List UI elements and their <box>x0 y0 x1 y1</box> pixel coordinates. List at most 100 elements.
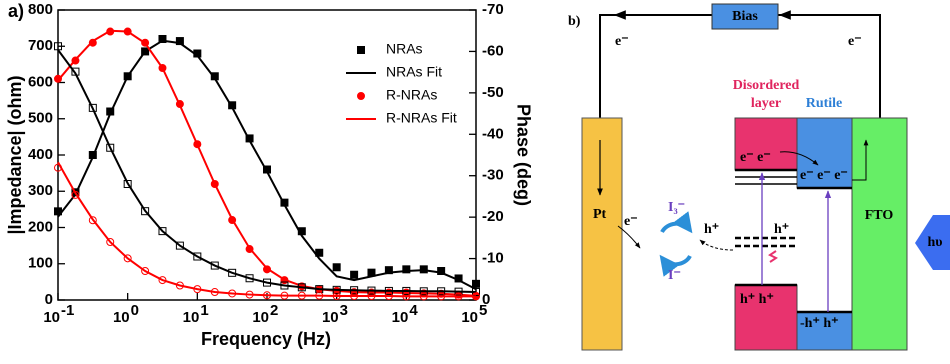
data-point <box>158 35 167 43</box>
data-point <box>402 265 411 274</box>
x-tick-power: -1 <box>61 302 74 319</box>
x-tick-label: 10 <box>461 309 478 326</box>
y-tick-label: 100 <box>28 255 53 272</box>
y2-tick-label: -20 <box>482 208 504 225</box>
y2-tick-label: -70 <box>482 1 504 18</box>
fit-line <box>57 49 477 294</box>
fto-electrode <box>851 117 908 351</box>
arrow <box>699 239 734 251</box>
electron-label: e⁻ <box>624 214 638 229</box>
y-tick-label: 700 <box>28 37 53 54</box>
y2-tick-label: -40 <box>482 125 504 142</box>
layer-label: layer <box>751 96 781 111</box>
data-point <box>472 279 480 288</box>
x-tick-label: 10 <box>392 309 409 326</box>
data-point <box>193 252 202 261</box>
arrow <box>779 151 819 166</box>
data-point <box>106 238 115 246</box>
y-tick-label: 400 <box>28 146 53 163</box>
hole-label: -h⁺ h⁺ <box>800 316 839 331</box>
x-tick-label: 10 <box>322 309 339 326</box>
data-point <box>106 143 115 152</box>
wire <box>778 14 881 118</box>
bias-box <box>711 3 779 30</box>
data-point <box>88 103 97 112</box>
arrow <box>617 225 641 249</box>
data-point <box>88 216 97 225</box>
hole-label: h⁺ <box>774 222 789 237</box>
hole-label: h⁺ <box>704 222 719 237</box>
cycle-arrow <box>660 211 693 234</box>
arrow <box>852 139 869 181</box>
disordered-block <box>734 284 798 351</box>
y-tick-label: 300 <box>28 182 53 199</box>
y2-axis-title: Phase (deg) <box>513 104 533 206</box>
data-point <box>158 276 167 285</box>
data-point <box>357 92 365 100</box>
data-point <box>141 207 150 216</box>
y-tick-label: 200 <box>28 218 53 235</box>
x-tick-label: 10 <box>113 309 130 326</box>
data-point <box>141 267 150 275</box>
data-point <box>210 261 219 270</box>
x-tick-label: 10 <box>252 309 269 326</box>
data-point <box>357 46 365 54</box>
fit-line <box>57 39 477 291</box>
data-point <box>158 227 167 236</box>
data-point <box>123 254 132 263</box>
layer-label: Disordered <box>733 78 800 93</box>
rutile-label: Rutile <box>806 96 843 111</box>
fit-line <box>57 161 476 298</box>
x-tick-power: 5 <box>479 302 487 319</box>
redox-label: I₃⁻ <box>668 200 685 215</box>
hole-label: h⁺ h⁺ <box>740 292 774 307</box>
y2-tick-label: -10 <box>482 250 504 267</box>
light-arrow <box>915 215 950 270</box>
legend-label: NRAs <box>386 41 423 57</box>
chart: a) Frequency (Hz) |Impedance| (ohm) Phas… <box>5 1 534 349</box>
diagram: b) Bias e⁻ e⁻ Pt e⁻ I₃⁻ I⁻ h⁺ <box>568 3 950 351</box>
y2-tick-label: -50 <box>482 84 504 101</box>
y-tick-label: 500 <box>28 110 53 127</box>
y-tick-label: 800 <box>28 1 53 18</box>
y2-tick-label: 0 <box>482 291 490 308</box>
x-tick-power: 1 <box>200 302 208 319</box>
data-point <box>123 180 132 188</box>
panel-label: b) <box>568 14 581 29</box>
electron-label: e⁻ e⁻ <box>740 150 771 165</box>
pt-label: Pt <box>593 207 607 222</box>
x-tick-label: 10 <box>183 309 200 326</box>
legend-label: R-NRAs <box>386 87 437 103</box>
panel-label: a) <box>8 1 24 21</box>
x-axis-title: Frequency (Hz) <box>201 329 331 349</box>
rutile-block <box>796 117 853 189</box>
recombination <box>768 250 778 263</box>
light-label: hυ <box>927 235 942 250</box>
pt-electrode <box>581 117 623 351</box>
x-tick-power: 4 <box>409 302 418 319</box>
y-tick-label: 0 <box>45 291 53 308</box>
y2-tick-label: -60 <box>482 42 504 59</box>
wire <box>599 14 712 118</box>
data-point <box>175 37 184 46</box>
y-tick-label: 600 <box>28 73 53 90</box>
data-point <box>350 270 359 279</box>
y2-tick-label: -30 <box>482 167 504 184</box>
rutile-block <box>796 311 853 351</box>
cycle-arrow <box>659 254 692 277</box>
fto-label: FTO <box>865 208 894 223</box>
redox-label: I⁻ <box>668 268 681 283</box>
data-point <box>54 42 62 51</box>
data-point <box>332 263 341 272</box>
disordered-block <box>734 117 798 171</box>
electron-label: e⁻ <box>848 34 862 49</box>
data-point <box>228 268 237 277</box>
x-tick-label: 10 <box>43 309 60 326</box>
x-tick-power: 0 <box>131 302 139 319</box>
y-axis-title: |Impedance| (ohm) <box>5 75 25 234</box>
electron-label: e⁻ e⁻ e⁻ <box>800 168 848 183</box>
electron-label: e⁻ <box>615 34 629 49</box>
data-point <box>437 267 446 275</box>
legend-label: NRAs Fit <box>386 64 442 80</box>
